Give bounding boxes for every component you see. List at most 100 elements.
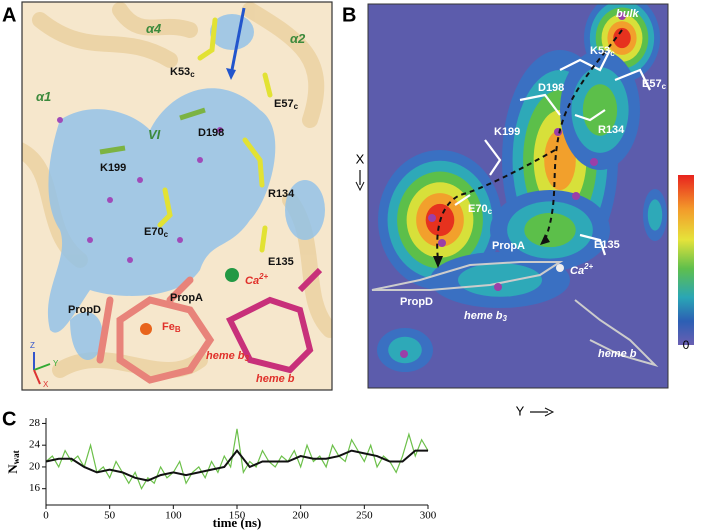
label-sub: B xyxy=(175,325,181,334)
x-axis-label: time (ns) xyxy=(213,515,262,530)
label-main: D198 xyxy=(538,82,564,94)
structure-label: D198 xyxy=(538,82,564,94)
colorbar xyxy=(678,175,694,345)
label-main: Fe xyxy=(162,321,175,333)
structure-label: α4 xyxy=(146,21,162,36)
label-main: bulk xyxy=(616,8,639,20)
structure-label: E57c xyxy=(274,98,299,111)
data-line xyxy=(45,428,429,491)
label-sub: c xyxy=(662,82,667,91)
structure-label: R134 xyxy=(598,124,625,136)
structure-label: bulk xyxy=(616,8,639,20)
y-tick-label: 24 xyxy=(29,439,41,451)
label-sub: c xyxy=(190,70,195,79)
y-tick-label: 16 xyxy=(29,482,41,494)
structure-label: Z xyxy=(30,341,35,350)
structure-label: K199 xyxy=(494,126,520,138)
structure-label: FeB xyxy=(162,321,181,334)
axis-arrow-head xyxy=(355,181,365,192)
x-tick-label: 0 xyxy=(43,510,49,522)
structure-label: R134 xyxy=(268,188,295,200)
label-main: VI xyxy=(148,127,161,142)
label-main: Z xyxy=(30,341,35,350)
panel-letter: C xyxy=(2,408,16,430)
label-sup: 2+ xyxy=(258,272,268,281)
label-main: K199 xyxy=(494,126,520,138)
label-main: K199 xyxy=(100,162,126,174)
axis-arrow-head xyxy=(544,407,555,417)
x-tick-label: 250 xyxy=(356,510,373,522)
label-main: PropA xyxy=(170,292,203,304)
structure-label: VI xyxy=(148,127,161,142)
label-main: α4 xyxy=(146,21,162,36)
panel-a-frame xyxy=(21,1,333,391)
label-main: X xyxy=(43,380,49,389)
panel-letter: A xyxy=(2,4,16,26)
label-main: R134 xyxy=(598,124,625,136)
y-tick-label: 20 xyxy=(29,460,41,472)
label-main: K53 xyxy=(170,66,190,78)
axis-label: Y xyxy=(516,403,525,418)
density-contour xyxy=(524,212,576,248)
x-tick-label: 200 xyxy=(292,510,309,522)
structure-label: E57c xyxy=(642,78,667,91)
x-tick-label: 300 xyxy=(420,510,437,522)
structure-label: E135 xyxy=(268,256,294,268)
label-main: PropA xyxy=(492,240,525,252)
y-axis-label-sub: wat xyxy=(11,450,21,464)
structure-label: E70c xyxy=(144,226,169,239)
label-sub: c xyxy=(488,207,493,216)
label-sub: c xyxy=(164,230,169,239)
x-tick-label: 50 xyxy=(104,510,116,522)
structure-label: K53c xyxy=(170,66,195,79)
label-main: PropD xyxy=(400,296,433,308)
structure-label: E70c xyxy=(468,203,493,216)
density-contour xyxy=(647,199,663,231)
structure-label: heme b3 xyxy=(206,350,250,363)
label-main: Y xyxy=(53,359,59,368)
label-main: K53 xyxy=(590,45,610,57)
density-contour xyxy=(582,84,618,136)
structure-label: X xyxy=(43,380,49,389)
structure-label: E135 xyxy=(594,239,620,251)
density-contour xyxy=(458,263,542,297)
label-main: α1 xyxy=(36,89,51,104)
structure-label: Ca2+ xyxy=(570,262,594,277)
label-main: E135 xyxy=(268,256,294,268)
y-axis-label-main: N xyxy=(5,464,20,474)
structure-label: heme b xyxy=(256,373,295,385)
label-sub: 3 xyxy=(245,354,250,363)
y-axis-label: Nwat xyxy=(5,450,21,473)
label-main: α2 xyxy=(290,31,306,46)
structure-label: Y xyxy=(53,359,59,368)
label-main: heme b xyxy=(598,348,637,360)
label-main: heme b xyxy=(256,373,295,385)
x-tick-label: 150 xyxy=(229,510,246,522)
label-sub: c xyxy=(610,49,615,58)
label-main: Ca xyxy=(570,265,584,277)
label-main: D198 xyxy=(198,127,224,139)
structure-label: D198 xyxy=(198,127,224,139)
structure-label: PropD xyxy=(68,304,101,316)
label-main: R134 xyxy=(268,188,295,200)
structure-label: PropA xyxy=(492,240,525,252)
structure-label: α1 xyxy=(36,89,51,104)
structure-label: Ca2+ xyxy=(245,272,269,287)
label-main: E135 xyxy=(594,239,620,251)
structure-label: K199 xyxy=(100,162,126,174)
panel-b-frame xyxy=(367,3,669,389)
label-main: heme b xyxy=(206,350,245,362)
structure-label: heme b3 xyxy=(464,310,508,323)
colorbar-label: 0 xyxy=(683,338,690,352)
label-main: E70 xyxy=(468,203,488,215)
label-main: E70 xyxy=(144,226,164,238)
panel-b-image xyxy=(368,4,668,388)
label-sup: 2+ xyxy=(583,262,593,271)
structure-label: PropD xyxy=(400,296,433,308)
x-tick-label: 100 xyxy=(165,510,182,522)
data-line xyxy=(45,448,428,482)
structure-label: α2 xyxy=(290,31,306,46)
structure-label: K53c xyxy=(590,45,615,58)
